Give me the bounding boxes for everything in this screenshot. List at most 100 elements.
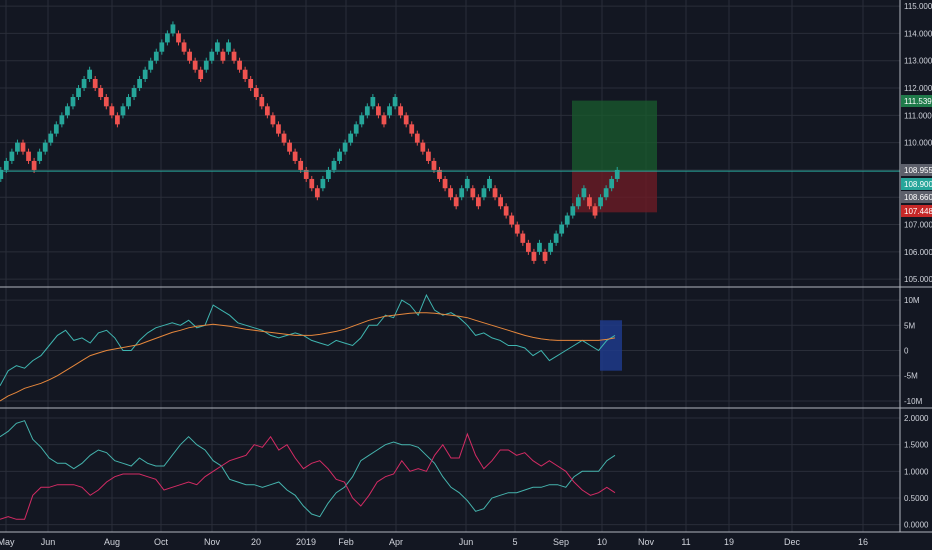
renko-brick bbox=[253, 88, 259, 98]
indicator-lines bbox=[0, 170, 900, 520]
ratio-line-b bbox=[0, 432, 616, 520]
renko-brick bbox=[259, 97, 265, 107]
renko-brick bbox=[92, 79, 98, 89]
x-tick-label: 5 bbox=[512, 537, 517, 547]
renko-brick bbox=[442, 178, 448, 189]
renko-brick bbox=[437, 169, 442, 179]
renko-brick bbox=[59, 115, 65, 125]
renko-brick bbox=[548, 242, 553, 252]
x-tick-label: Dec bbox=[784, 537, 801, 547]
renko-brick bbox=[165, 33, 170, 43]
renko-brick bbox=[148, 60, 154, 70]
renko-brick bbox=[237, 60, 242, 70]
y-tick-label: 110.000 bbox=[904, 139, 932, 148]
renko-brick bbox=[587, 197, 592, 207]
price-badge-label: 108.900 bbox=[904, 180, 932, 189]
x-tick-label: Aug bbox=[104, 537, 120, 547]
renko-brick bbox=[559, 224, 565, 234]
x-tick-label: Feb bbox=[338, 537, 354, 547]
grid-lines bbox=[0, 0, 900, 532]
x-tick-label: Jun bbox=[41, 537, 56, 547]
x-tick-label: Nov bbox=[638, 537, 655, 547]
oscillator-slow-line bbox=[0, 312, 616, 402]
renko-brick bbox=[226, 42, 231, 52]
renko-brick bbox=[48, 133, 54, 143]
ratio-line-a bbox=[0, 420, 616, 518]
renko-brick bbox=[331, 160, 337, 170]
renko-brick bbox=[65, 106, 70, 116]
y-tick-label: 112.000 bbox=[904, 84, 932, 93]
renko-brick bbox=[159, 42, 165, 52]
position-tool[interactable] bbox=[572, 100, 657, 371]
renko-brick bbox=[414, 133, 420, 143]
price-axis[interactable]: 115.000 114.000 113.000 112.000 111.000 110.0… bbox=[904, 2, 932, 530]
renko-brick bbox=[542, 251, 548, 261]
renko-brick bbox=[303, 169, 309, 179]
renko-brick bbox=[142, 69, 148, 80]
renko-brick bbox=[481, 188, 487, 198]
renko-brick bbox=[137, 79, 142, 89]
x-tick-label: 20 bbox=[251, 537, 261, 547]
renko-brick bbox=[0, 169, 4, 179]
x-tick-label: 2019 bbox=[296, 537, 316, 547]
renko-brick bbox=[192, 60, 198, 70]
renko-brick bbox=[575, 197, 581, 207]
renko-brick bbox=[370, 97, 376, 107]
highlight-box bbox=[600, 320, 622, 371]
renko-brick bbox=[287, 142, 292, 152]
renko-brick bbox=[120, 106, 126, 116]
renko-brick bbox=[509, 215, 515, 225]
renko-brick bbox=[592, 206, 598, 216]
y-tick-label: 107.000 bbox=[904, 221, 932, 230]
renko-brick bbox=[387, 106, 392, 116]
price-badge-label: 111.539 bbox=[904, 97, 932, 106]
renko-brick bbox=[531, 251, 537, 261]
pane-dividers[interactable] bbox=[0, 0, 932, 533]
y-tick-label: 1.5000 bbox=[904, 441, 929, 450]
renko-brick bbox=[464, 178, 470, 189]
renko-brick bbox=[392, 97, 398, 107]
x-tick-label: Jun bbox=[459, 537, 474, 547]
price-badge bbox=[901, 178, 932, 190]
y-tick-label: 106.000 bbox=[904, 248, 932, 257]
renko-brick bbox=[314, 188, 320, 198]
x-tick-label: 11 bbox=[681, 537, 690, 547]
renko-brick bbox=[264, 106, 270, 116]
renko-brick bbox=[342, 142, 348, 152]
renko-brick bbox=[603, 188, 609, 198]
x-tick-label: Nov bbox=[204, 537, 221, 547]
renko-brick bbox=[170, 24, 176, 34]
renko-brick bbox=[514, 224, 520, 234]
renko-brick bbox=[337, 151, 342, 161]
renko-brick bbox=[198, 69, 204, 80]
renko-brick bbox=[326, 169, 331, 179]
renko-brick bbox=[403, 115, 409, 125]
renko-brick bbox=[292, 151, 298, 161]
renko-brick bbox=[131, 88, 137, 98]
y-tick-label: 114.000 bbox=[904, 29, 932, 38]
renko-brick bbox=[553, 233, 559, 243]
renko-brick bbox=[115, 115, 120, 125]
renko-brick bbox=[309, 178, 315, 189]
renko-brick bbox=[503, 206, 509, 216]
renko-brick bbox=[76, 88, 81, 98]
renko-brick bbox=[487, 178, 492, 189]
time-axis[interactable]: May Jun Aug Oct Nov 20 2019 Feb Apr Jun 5 Sep 10 Nov 1… bbox=[0, 537, 868, 547]
renko-brick bbox=[426, 151, 431, 161]
renko-brick bbox=[564, 215, 570, 225]
renko-brick bbox=[98, 88, 104, 98]
renko-brick bbox=[453, 197, 459, 207]
renko-brick bbox=[492, 188, 498, 198]
renko-brick bbox=[470, 188, 476, 198]
y-tick-label: 111.000 bbox=[904, 111, 932, 120]
renko-brick bbox=[81, 79, 87, 89]
renko-brick bbox=[42, 142, 48, 152]
renko-brick bbox=[525, 242, 531, 252]
renko-brick bbox=[320, 178, 326, 189]
renko-brick bbox=[276, 124, 281, 134]
renko-brick bbox=[270, 115, 276, 125]
renko-brick bbox=[614, 169, 620, 179]
renko-brick bbox=[359, 115, 365, 125]
y-tick-label: 115.000 bbox=[904, 2, 932, 11]
